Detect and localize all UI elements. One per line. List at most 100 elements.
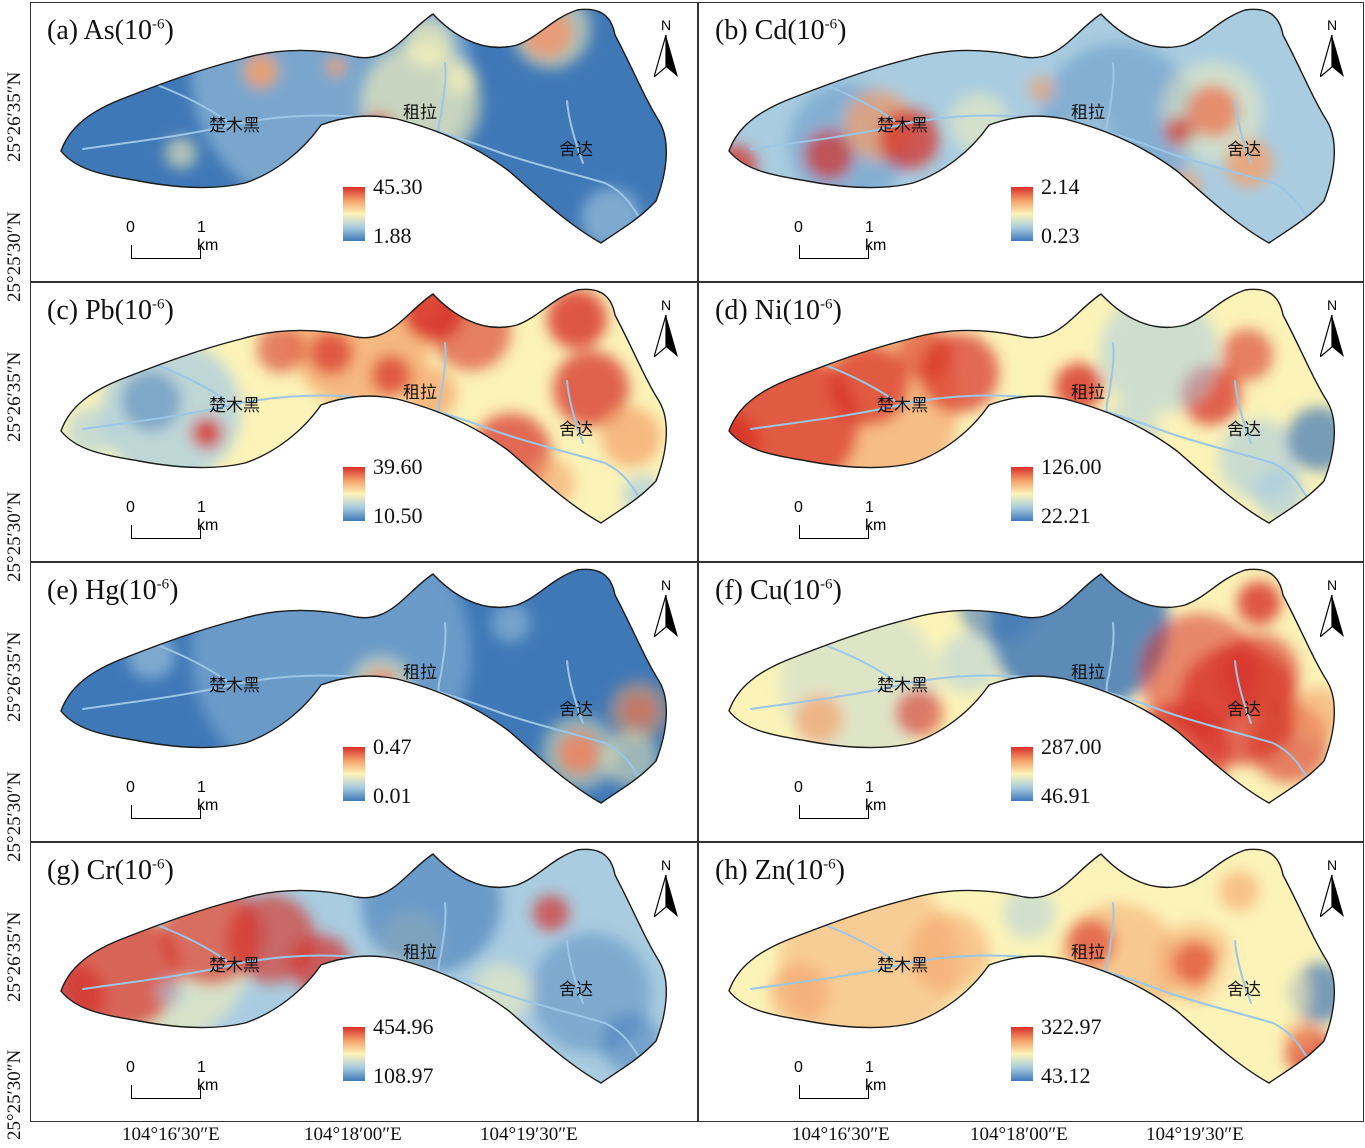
legend-min-value: 22.21 xyxy=(1041,503,1091,528)
concentration-hotspot xyxy=(326,57,346,77)
map-svg-f xyxy=(728,568,1335,804)
north-label: N xyxy=(1326,297,1338,313)
place-label-west: 楚木黑 xyxy=(877,956,928,976)
legend-color-ramp xyxy=(1011,467,1033,521)
north-arrow: N xyxy=(1315,17,1349,79)
place-label-west: 楚木黑 xyxy=(877,396,928,416)
color-legend: 39.60 10.50 xyxy=(343,454,453,541)
map-panel-f: (f) Cu(10-6) 楚木黑 租拉 舍达 N 0 1 km 287.00 46.91 xyxy=(698,562,1364,842)
river-line xyxy=(156,364,228,402)
panel-letter: (a) xyxy=(47,15,79,46)
concentration-hotspot xyxy=(1219,871,1259,911)
element-name: Cu xyxy=(749,575,783,606)
element-name: Ni xyxy=(754,295,783,326)
legend-color-ramp xyxy=(343,747,365,801)
element-name: As xyxy=(83,15,115,46)
unit-close: ) xyxy=(832,575,842,606)
legend-min-value: 10.50 xyxy=(373,503,423,528)
concentration-hotspot xyxy=(1293,687,1335,739)
concentration-hotspot xyxy=(1173,171,1201,199)
panel-letter: (b) xyxy=(715,15,748,46)
map-panel-h: (h) Zn(10-6) 楚木黑 租拉 舍达 N 0 1 km 322.97 43.12 xyxy=(698,842,1364,1122)
map-svg-d xyxy=(728,288,1335,524)
unit-close: ) xyxy=(169,575,179,606)
unit-base: (10 xyxy=(782,295,820,326)
north-arrow: N xyxy=(649,577,683,639)
concentration-hotspot xyxy=(1209,943,1309,1043)
concentration-hotspot xyxy=(1067,919,1115,967)
legend-min-value: 46.91 xyxy=(1041,783,1091,808)
river-line xyxy=(156,644,228,682)
scale-start: 0 xyxy=(126,219,135,236)
unit-close: ) xyxy=(832,295,842,326)
concentration-hotspot xyxy=(895,689,943,737)
lat-tick-g-top: 25°26′35″N xyxy=(4,911,25,1002)
scale-bar: 0 1 km xyxy=(769,217,899,267)
north-arrow-icon xyxy=(1320,315,1344,357)
study-area-outline xyxy=(60,288,667,524)
concentration-hotspot xyxy=(729,413,759,473)
place-label-middle: 租拉 xyxy=(1071,663,1105,683)
concentration-hotspot xyxy=(1287,407,1335,471)
river-line xyxy=(1234,100,1252,164)
concentration-hotspot xyxy=(1129,703,1229,803)
north-label: N xyxy=(660,577,672,593)
panel-label: (d) Ni(10-6) xyxy=(715,295,842,327)
scale-end: 1 km xyxy=(865,499,887,534)
scale-bar-line xyxy=(799,805,869,819)
panel-label: (f) Cu(10-6) xyxy=(715,575,842,607)
unit-base: (10 xyxy=(114,855,152,886)
map-panel-g: (g) Cr(10-6) 楚木黑 租拉 舍达 N 0 1 km 454.96 108.97 xyxy=(30,842,698,1122)
concentration-hotspot xyxy=(601,407,661,467)
scale-end: 1 km xyxy=(865,1059,887,1094)
concentration-hotspot xyxy=(959,569,1039,643)
scale-end: 1 km xyxy=(197,779,219,814)
panel-label: (h) Zn(10-6) xyxy=(715,855,845,887)
lon-tick-left-1: 104°16′30″E xyxy=(122,1124,220,1145)
concentration-hotspot xyxy=(795,695,843,743)
panel-label: (c) Pb(10-6) xyxy=(47,295,174,327)
place-label-middle: 租拉 xyxy=(403,383,437,403)
concentration-hotspot xyxy=(157,979,185,1007)
panel-letter: (h) xyxy=(715,855,748,886)
river-line xyxy=(750,954,1335,1065)
river-line xyxy=(824,644,896,682)
concentration-hotspot xyxy=(61,965,105,1025)
scale-start: 0 xyxy=(126,1059,135,1076)
north-arrow: N xyxy=(1315,297,1349,359)
concentration-hotspot xyxy=(257,325,305,373)
concentration-hotspot xyxy=(511,9,591,69)
north-label: N xyxy=(1326,17,1338,33)
color-legend: 126.00 22.21 xyxy=(1011,454,1121,541)
river-line xyxy=(82,394,667,505)
unit-exponent: -6 xyxy=(156,576,170,593)
concentration-hotspot xyxy=(601,1013,661,1073)
unit-exponent: -6 xyxy=(819,296,833,313)
river-line xyxy=(1234,940,1252,1004)
concentration-hotspot xyxy=(541,715,617,791)
scale-bar: 0 1 km xyxy=(101,217,231,267)
place-label-east: 舍达 xyxy=(1227,420,1261,440)
lat-tick-c-bottom: 25°25′30″N xyxy=(4,491,25,582)
river-line xyxy=(750,674,1335,785)
scale-bar: 0 1 km xyxy=(769,1057,899,1107)
concentration-hotspot xyxy=(127,631,175,679)
concentration-hotspot xyxy=(191,417,223,449)
north-arrow-icon xyxy=(1320,875,1344,917)
concentration-hotspot xyxy=(603,731,659,787)
unit-exponent: -6 xyxy=(820,576,833,593)
panel-label: (a) As(10-6) xyxy=(47,15,174,47)
legend-min-value: 0.23 xyxy=(1041,223,1080,248)
place-label-west: 楚木黑 xyxy=(877,116,928,136)
scale-end: 1 km xyxy=(197,219,219,254)
legend-min-value: 43.12 xyxy=(1041,1063,1091,1088)
scale-bar-line xyxy=(131,525,201,539)
map-panel-d: (d) Ni(10-6) 楚木黑 租拉 舍达 N 0 1 km 126.00 22.21 xyxy=(698,282,1364,562)
concentration-hotspot xyxy=(1219,633,1299,713)
lon-tick-right-1: 104°16′30″E xyxy=(792,1124,890,1145)
concentration-hotspot xyxy=(445,63,477,95)
north-label: N xyxy=(660,17,672,33)
legend-color-ramp xyxy=(1011,747,1033,801)
scale-bar: 0 1 km xyxy=(101,497,231,547)
unit-exponent: -6 xyxy=(824,16,838,33)
